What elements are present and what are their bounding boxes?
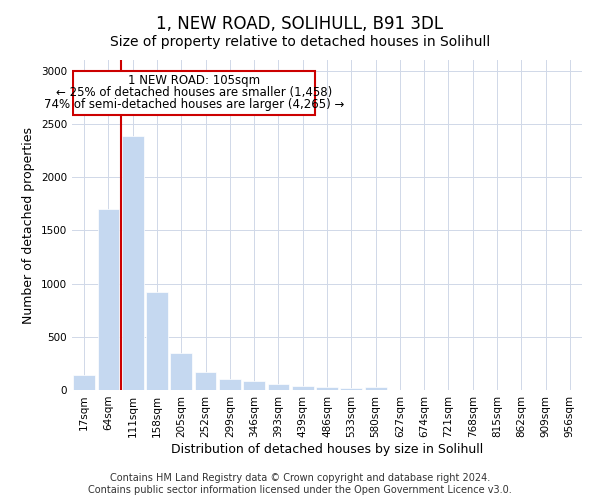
Text: 74% of semi-detached houses are larger (4,265) →: 74% of semi-detached houses are larger (… — [44, 98, 344, 112]
Text: 1 NEW ROAD: 105sqm: 1 NEW ROAD: 105sqm — [128, 74, 260, 87]
FancyBboxPatch shape — [73, 70, 315, 116]
Bar — [292, 386, 314, 390]
X-axis label: Distribution of detached houses by size in Solihull: Distribution of detached houses by size … — [171, 442, 483, 456]
Bar — [268, 384, 289, 390]
Bar — [243, 382, 265, 390]
Bar — [219, 380, 241, 390]
Y-axis label: Number of detached properties: Number of detached properties — [22, 126, 35, 324]
Bar — [316, 388, 338, 390]
Bar — [365, 386, 386, 390]
Text: ← 25% of detached houses are smaller (1,458): ← 25% of detached houses are smaller (1,… — [56, 86, 332, 99]
Bar — [340, 388, 362, 390]
Text: 1, NEW ROAD, SOLIHULL, B91 3DL: 1, NEW ROAD, SOLIHULL, B91 3DL — [157, 15, 443, 33]
Bar — [170, 352, 192, 390]
Bar — [146, 292, 168, 390]
Bar — [194, 372, 217, 390]
Text: Size of property relative to detached houses in Solihull: Size of property relative to detached ho… — [110, 35, 490, 49]
Bar — [73, 375, 95, 390]
Text: Contains HM Land Registry data © Crown copyright and database right 2024.
Contai: Contains HM Land Registry data © Crown c… — [88, 474, 512, 495]
Bar — [97, 209, 119, 390]
Bar — [122, 136, 143, 390]
